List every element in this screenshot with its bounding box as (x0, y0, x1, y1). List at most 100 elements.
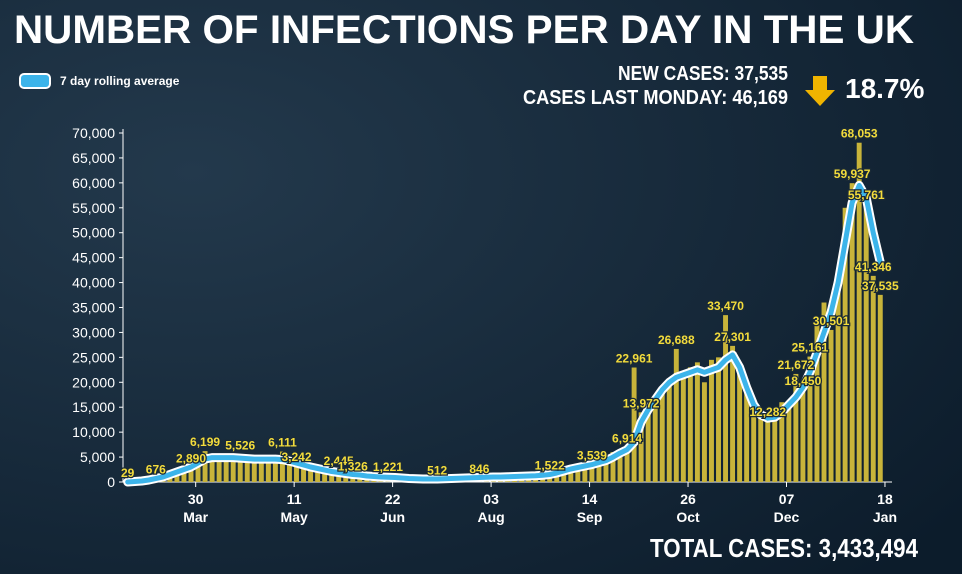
bar (272, 458, 278, 482)
bar (652, 397, 658, 482)
bar (765, 420, 771, 482)
down-arrow (805, 76, 835, 106)
bar (279, 451, 285, 482)
x-tick-month: Jun (380, 509, 405, 525)
value-label: 55,761 (848, 188, 885, 202)
value-label: 30,501 (813, 314, 850, 328)
bar (877, 294, 883, 482)
x-tick-month: May (281, 509, 308, 525)
bar (631, 367, 637, 482)
bar (315, 468, 321, 482)
bar (568, 467, 574, 482)
bar (251, 460, 257, 482)
value-label: 846 (469, 462, 489, 476)
value-label: 2,890 (176, 452, 206, 466)
bar (680, 372, 686, 482)
bar (610, 452, 616, 482)
bar (216, 456, 222, 482)
value-label: 1,326 (338, 459, 368, 473)
bar (202, 451, 208, 482)
value-label: 676 (146, 463, 166, 477)
y-tick-label: 0 (107, 474, 115, 490)
bar (589, 464, 595, 482)
x-tick-month: Oct (676, 509, 700, 525)
bar (223, 459, 229, 482)
bar (617, 451, 623, 482)
x-tick-label: 18 (877, 491, 893, 507)
bar (638, 412, 644, 482)
bar (301, 465, 306, 482)
legend-swatch (19, 73, 51, 89)
value-label: 37,535 (862, 279, 899, 293)
bar (758, 417, 764, 482)
bar (209, 458, 215, 482)
bar (694, 362, 700, 482)
bar (701, 382, 707, 482)
y-tick-label: 20,000 (72, 374, 115, 390)
bar (582, 465, 588, 482)
bar (596, 460, 602, 482)
change-percent: 18.7% (845, 73, 924, 104)
bar (779, 402, 785, 482)
x-tick-month: Mar (183, 509, 208, 525)
value-label: 6,111 (268, 436, 297, 450)
chart-title: NUMBER OF INFECTIONS PER DAY IN THE UK (14, 8, 914, 52)
bar (842, 207, 848, 483)
y-tick-label: 45,000 (72, 250, 115, 266)
bar (807, 356, 813, 482)
value-label: 21,672 (778, 358, 815, 372)
value-label: 41,346 (855, 260, 892, 274)
bar (821, 302, 827, 482)
bar (673, 348, 679, 482)
value-label: 26,688 (658, 333, 695, 347)
value-label: 22,961 (616, 352, 653, 366)
y-tick-label: 35,000 (72, 300, 115, 316)
bar (188, 467, 194, 482)
value-label: 33,470 (707, 299, 744, 313)
x-tick-label: 03 (483, 491, 499, 507)
x-tick-month: Aug (477, 509, 504, 525)
x-tick-label: 07 (779, 491, 795, 507)
total-cases: TOTAL CASES: 3,433,494 (650, 533, 918, 563)
x-tick-label: 22 (385, 491, 401, 507)
value-label: 18,450 (785, 374, 822, 388)
bar (856, 142, 862, 482)
bar (195, 460, 201, 482)
bar (709, 359, 714, 482)
bar (793, 373, 799, 482)
bar (645, 407, 651, 482)
y-tick-label: 25,000 (72, 349, 115, 365)
bar (244, 459, 250, 482)
value-label: 6,199 (190, 435, 220, 449)
bar (687, 367, 693, 482)
bar (772, 412, 778, 482)
bar (575, 467, 581, 482)
y-tick-label: 10,000 (72, 424, 115, 440)
bar (265, 462, 271, 482)
bar (716, 357, 721, 482)
rolling-average-line (125, 182, 883, 485)
value-label: 59,937 (834, 167, 871, 181)
bar (322, 469, 328, 482)
x-tick-month: Jan (873, 509, 897, 525)
value-label: 25,161 (792, 341, 829, 355)
x-tick-label: 26 (680, 491, 696, 507)
value-label: 3,242 (281, 450, 311, 464)
value-label: 13,972 (623, 396, 660, 410)
value-label: 68,053 (841, 127, 878, 141)
bar (730, 345, 736, 482)
bar (603, 460, 609, 482)
bar (849, 183, 855, 482)
x-tick-month: Sep (577, 509, 603, 525)
bar (329, 472, 335, 482)
value-label: 12,282 (749, 405, 786, 419)
x-tick-label: 30 (188, 491, 204, 507)
cases-last-monday: CASES LAST MONDAY: 46,169 (523, 87, 788, 109)
value-label: 512 (427, 463, 447, 477)
bar (786, 404, 792, 482)
y-tick-label: 65,000 (72, 150, 115, 166)
bar (237, 454, 243, 482)
legend-label: 7 day rolling average (60, 74, 180, 88)
